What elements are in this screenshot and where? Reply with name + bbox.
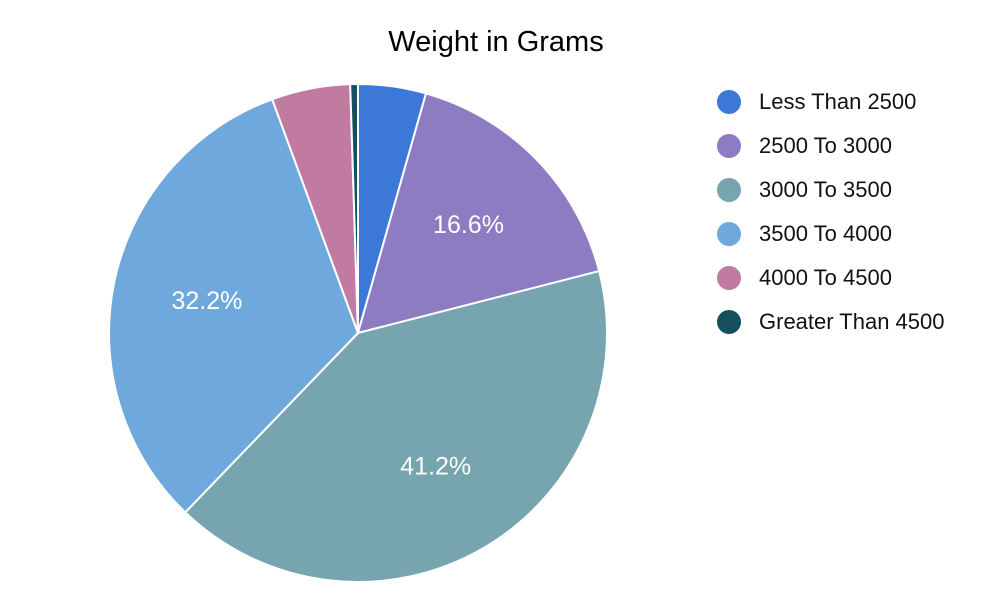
legend-item: 3000 To 3500 bbox=[717, 168, 945, 212]
legend-item: Less Than 2500 bbox=[717, 80, 945, 124]
legend-swatch bbox=[717, 178, 741, 202]
legend-swatch bbox=[717, 134, 741, 158]
legend-label: 3000 To 3500 bbox=[759, 177, 892, 202]
legend-label: 4000 To 4500 bbox=[759, 265, 892, 290]
pie-slice bbox=[183, 269, 608, 583]
legend-label: Less Than 2500 bbox=[759, 89, 917, 114]
pie-slice bbox=[108, 97, 360, 514]
chart-title: Weight in Grams bbox=[388, 26, 604, 58]
legend-label: 2500 To 3000 bbox=[759, 133, 892, 158]
legend-item: 2500 To 3000 bbox=[717, 124, 945, 168]
pie-slice bbox=[349, 82, 359, 334]
legend-item: 3500 To 4000 bbox=[717, 212, 945, 256]
legend-swatch bbox=[717, 222, 741, 246]
slice-percent-label: 16.6% bbox=[433, 211, 504, 239]
legend-swatch bbox=[717, 90, 741, 114]
legend-swatch bbox=[717, 310, 741, 334]
legend-item: 4000 To 4500 bbox=[717, 256, 945, 300]
pie-slice-labels: 16.6% 41.2% 32.2% bbox=[171, 211, 503, 480]
legend-label: 3500 To 4000 bbox=[759, 221, 892, 246]
slice-percent-label: 41.2% bbox=[400, 452, 471, 480]
pie-slice bbox=[356, 92, 601, 335]
legend-swatch bbox=[717, 266, 741, 290]
slice-percent-label: 32.2% bbox=[171, 287, 242, 315]
legend-label: Greater Than 4500 bbox=[759, 309, 945, 334]
chart-legend: Less Than 2500 2500 To 3000 3000 To 3500 35… bbox=[717, 80, 945, 344]
legend-item: Greater Than 4500 bbox=[717, 300, 945, 344]
pie-slices bbox=[108, 82, 608, 583]
